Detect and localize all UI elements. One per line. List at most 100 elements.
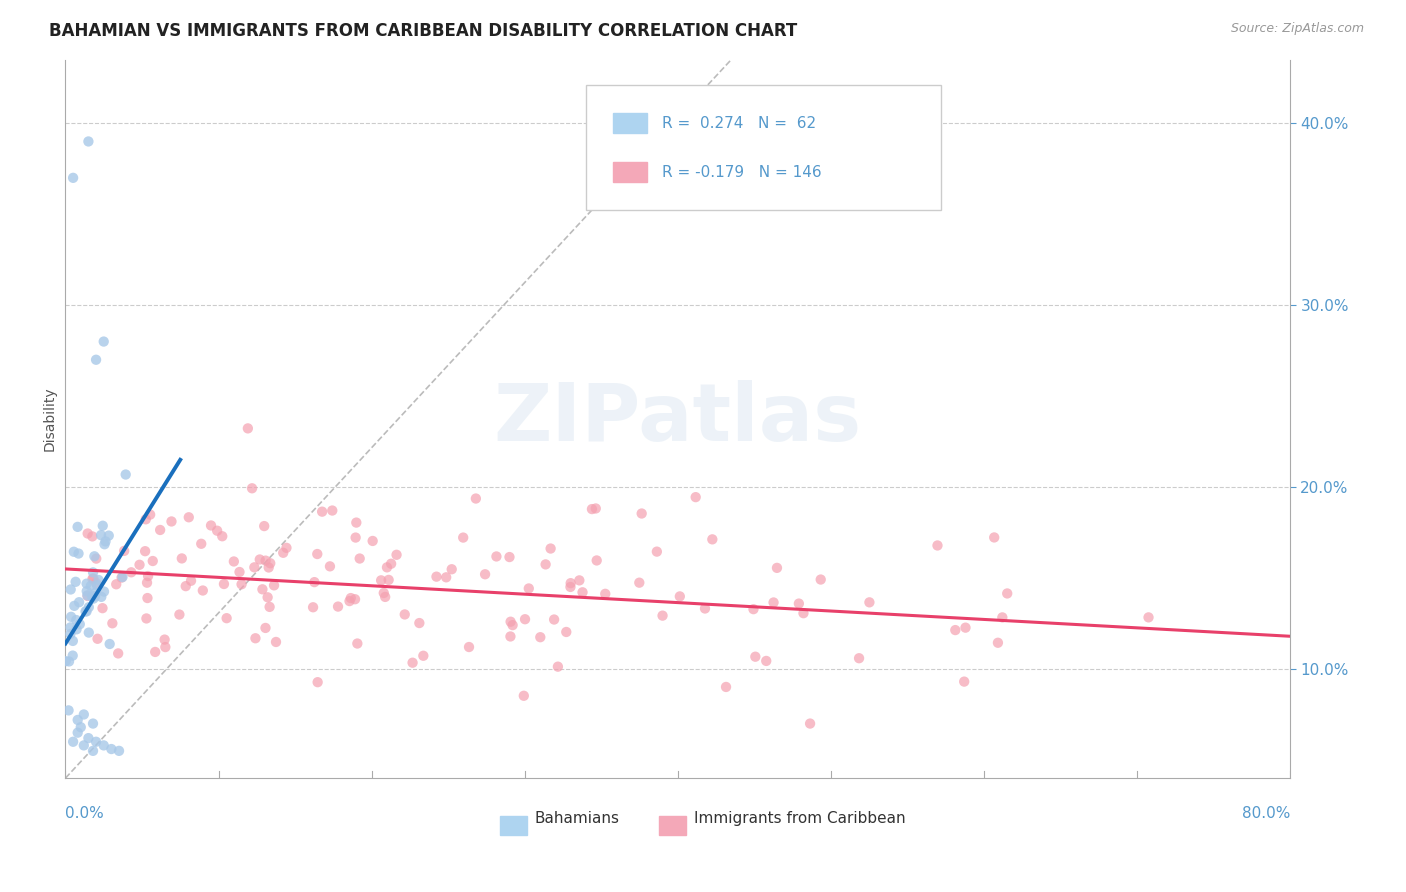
Point (180, 574, 202, 588)
Point (344, 516, 367, 530)
Point (302, 600, 325, 615)
Point (58, 655, 80, 669)
Point (169, 607, 191, 622)
Point (693, 601, 716, 615)
Point (205, 524, 228, 538)
Point (143, 645, 166, 659)
Point (585, 553, 607, 567)
Point (513, 612, 536, 626)
Point (254, 621, 277, 635)
Point (434, 570, 457, 584)
Point (84, 551, 107, 566)
Point (76, 588, 98, 602)
Point (995, 586, 1018, 600)
Point (136, 569, 159, 583)
Point (256, 591, 278, 605)
Text: Source: ZipAtlas.com: Source: ZipAtlas.com (1230, 22, 1364, 36)
Point (83, 549, 105, 564)
Point (86, 632, 108, 646)
Point (67, 547, 90, 561)
Point (344, 592, 367, 607)
Point (111, 570, 134, 584)
Point (585, 501, 607, 516)
Point (259, 556, 281, 570)
Point (174, 579, 197, 593)
Point (83, 591, 105, 606)
Point (59, 620, 82, 634)
Point (82, 590, 104, 604)
Point (66, 725, 89, 739)
Point (394, 607, 416, 622)
Point (190, 537, 212, 551)
Point (513, 689, 536, 703)
Point (517, 582, 540, 596)
Point (848, 651, 870, 665)
Point (86, 578, 108, 592)
Point (344, 531, 367, 545)
Point (82, 529, 104, 543)
Point (87, 573, 110, 587)
Point (76, 589, 98, 603)
Point (257, 560, 280, 574)
Point (628, 575, 651, 590)
Point (66, 520, 89, 534)
Point (408, 615, 430, 630)
Point (91, 601, 114, 615)
Point (425, 569, 447, 583)
Point (105, 577, 128, 591)
Point (149, 523, 172, 537)
Point (84, 735, 107, 749)
Point (373, 586, 395, 600)
Point (65, 622, 87, 636)
Point (540, 541, 562, 556)
Point (755, 654, 778, 668)
Point (66, 713, 89, 727)
Point (77, 625, 100, 640)
Point (630, 507, 652, 521)
FancyBboxPatch shape (586, 85, 941, 211)
Point (77, 135, 100, 149)
Point (499, 615, 522, 629)
Point (93, 334, 115, 349)
Point (346, 636, 368, 650)
Point (744, 649, 766, 664)
Point (69, 617, 91, 632)
Point (200, 518, 222, 533)
Point (215, 611, 238, 625)
Point (326, 599, 349, 614)
Point (1137, 610, 1160, 624)
Point (80, 579, 103, 593)
Point (94, 534, 117, 549)
Point (645, 544, 668, 558)
Point (304, 575, 326, 590)
Point (77, 600, 100, 615)
Point (568, 574, 591, 588)
Point (669, 590, 692, 604)
Point (73, 707, 96, 722)
Point (264, 635, 287, 649)
Point (160, 515, 183, 529)
Point (593, 587, 616, 601)
Point (100, 742, 122, 756)
Point (84, 576, 107, 591)
Point (177, 510, 200, 524)
Point (135, 512, 157, 526)
Point (82, 572, 104, 586)
Point (340, 591, 363, 605)
Point (440, 562, 463, 576)
Point (114, 467, 136, 482)
Point (101, 616, 124, 631)
FancyBboxPatch shape (613, 113, 647, 133)
Point (385, 548, 408, 562)
Point (361, 533, 384, 548)
Point (82, 572, 104, 586)
Point (155, 640, 177, 654)
Point (498, 550, 520, 565)
Point (110, 571, 132, 585)
Point (474, 567, 496, 582)
Point (581, 502, 603, 516)
Point (245, 632, 267, 646)
Point (349, 551, 371, 566)
Point (271, 546, 294, 560)
Text: 0.0%: 0.0% (66, 805, 104, 821)
